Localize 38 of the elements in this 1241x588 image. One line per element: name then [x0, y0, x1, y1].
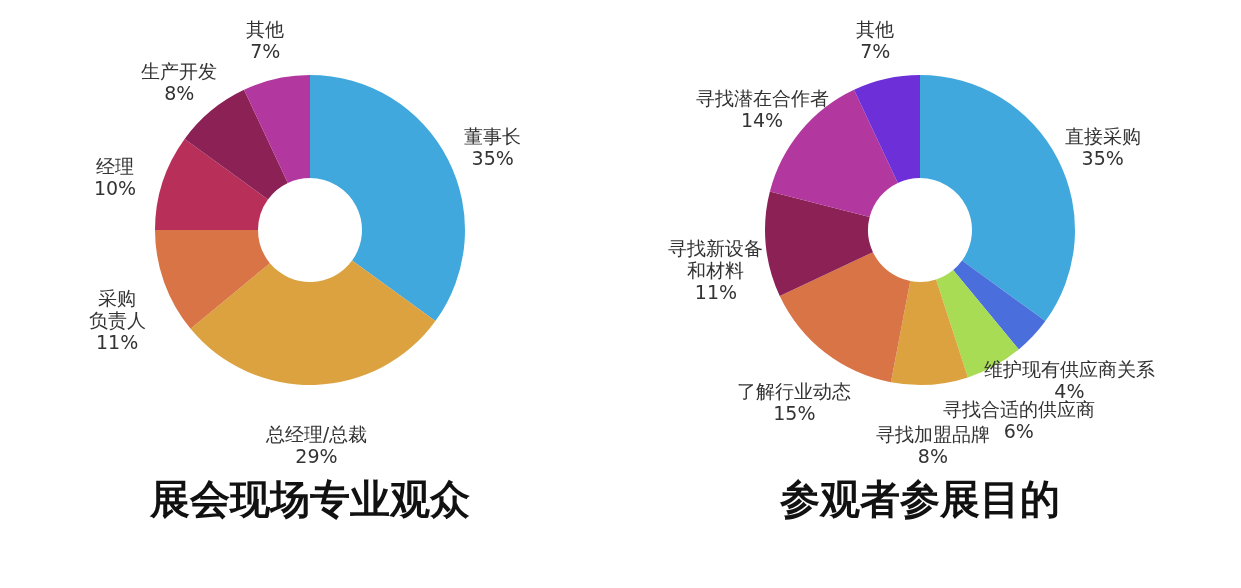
slice-label: 采购负责人: [88, 287, 146, 332]
slice-label: 其他: [246, 17, 285, 40]
donut-slice: [155, 138, 268, 230]
slice-label: 寻找加盟品牌: [875, 422, 990, 445]
data-label: 8%: [917, 444, 948, 467]
slice-label: 董事长: [464, 124, 522, 147]
slice-label: 直接采购: [1064, 124, 1141, 147]
text: 展会现场专业观众: [149, 475, 470, 522]
data-label: 6%: [1003, 419, 1034, 442]
text: 参观者参展目的: [779, 475, 1060, 522]
donut-slice: [953, 260, 1046, 350]
slice-label: 经理: [96, 154, 135, 177]
data-label: 7%: [250, 39, 281, 62]
data-label: 10%: [93, 176, 137, 199]
slice-label: 寻找新设备和材料: [668, 237, 764, 282]
data-label: 14%: [740, 109, 784, 132]
data-label: 35%: [1081, 146, 1124, 169]
slice-label: 了解行业动态: [737, 379, 852, 402]
donut-slice: [244, 75, 310, 183]
data-label: 29%: [295, 444, 338, 467]
donut-slice: [854, 75, 920, 183]
donut-slice: [890, 279, 968, 385]
data-label: 7%: [860, 39, 891, 62]
slice-label: 其他: [856, 17, 895, 40]
data-label: 11%: [694, 281, 738, 304]
slice-label: 生产开发: [141, 60, 218, 83]
slice-label: 总经理/总裁: [264, 422, 368, 445]
donut-slice: [765, 191, 873, 296]
donut-slice: [190, 260, 436, 385]
data-label: 15%: [773, 401, 816, 424]
donut-slice: [155, 230, 270, 329]
slice-label: 寻找潜在合作者: [695, 87, 829, 110]
donut-slice: [779, 252, 911, 383]
data-label: 8%: [164, 82, 195, 105]
data-label: 11%: [96, 331, 139, 354]
data-label: 35%: [471, 146, 514, 169]
slice-label: 维护现有供应商关系: [983, 358, 1155, 381]
donut-slice: [310, 75, 465, 322]
